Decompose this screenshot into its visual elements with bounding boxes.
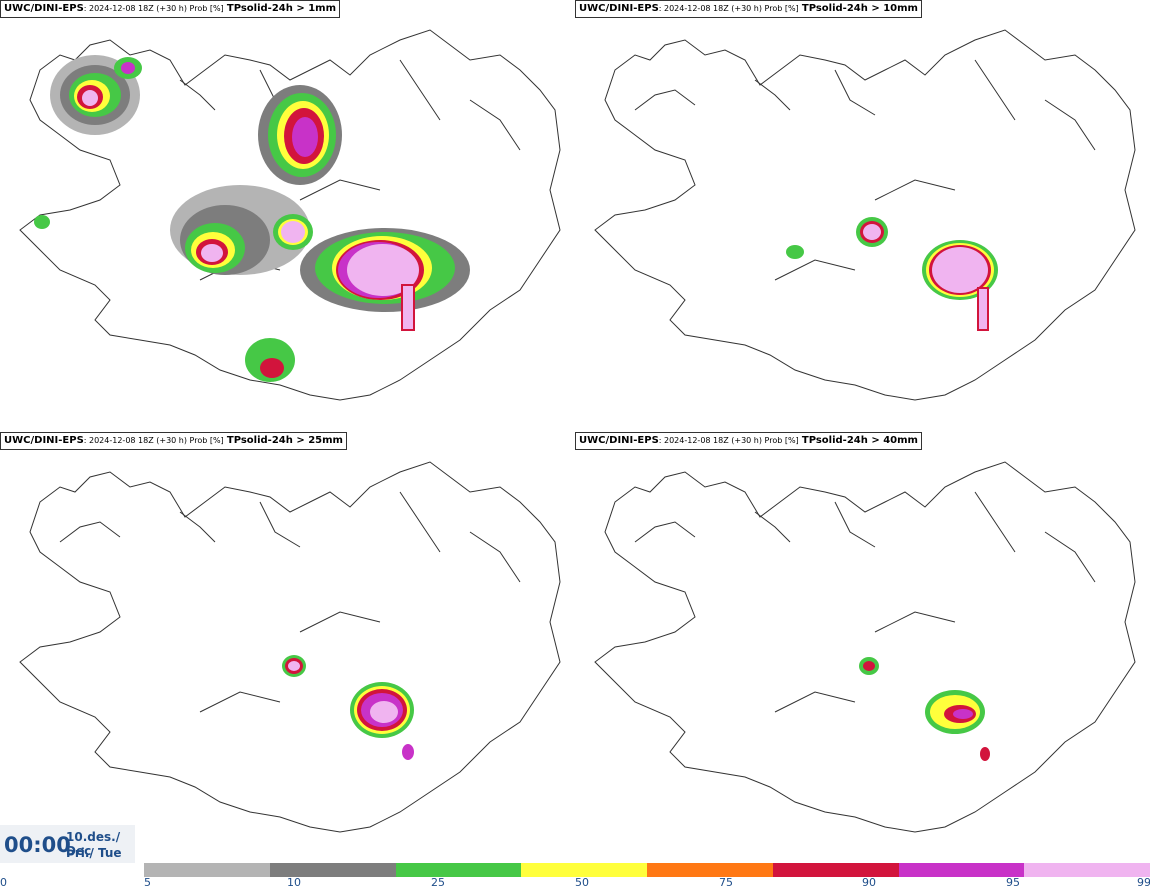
iceland-map: [594, 461, 1136, 833]
panel-title: UWC/DINI-EPS: 2024-12-08 18Z (+30 h) Pro…: [575, 0, 922, 18]
panel-title: UWC/DINI-EPS: 2024-12-08 18Z (+30 h) Pro…: [0, 0, 341, 18]
colorbar-segment: [395, 863, 522, 877]
iceland-map: [19, 29, 561, 401]
colorbar-tick-label: 0: [0, 876, 7, 889]
precip-shading: [859, 657, 990, 761]
precip-shading: [282, 655, 414, 760]
valid-time-box: 00:00 10.des./ Dec Þri./ Tue: [0, 825, 135, 863]
map-panel-40mm: UWC/DINI-EPS: 2024-12-08 18Z (+30 h) Pro…: [575, 432, 1150, 862]
colorbar-segment: [772, 863, 899, 877]
coastline: [594, 29, 1136, 401]
panel-title: UWC/DINI-EPS: 2024-12-08 18Z (+30 h) Pro…: [0, 432, 347, 450]
colorbar-tick-label: 5: [144, 876, 151, 889]
map-panel-1mm: UWC/DINI-EPS: 2024-12-08 18Z (+30 h) Pro…: [0, 0, 575, 430]
colorbar-tick-label: 90: [862, 876, 876, 889]
iceland-map: [19, 461, 561, 833]
colorbar-segment: [898, 863, 1025, 877]
coastline: [594, 461, 1136, 833]
valid-time-clock: 00:00: [4, 833, 71, 857]
colorbar-segment: [144, 863, 270, 877]
colorbar-segment: [1024, 863, 1150, 877]
colorbar: [144, 863, 1150, 877]
map-panel-25mm: UWC/DINI-EPS: 2024-12-08 18Z (+30 h) Pro…: [0, 432, 575, 862]
map-panel-10mm: UWC/DINI-EPS: 2024-12-08 18Z (+30 h) Pro…: [575, 0, 1150, 430]
valid-date: 10.des./ Dec: [66, 830, 121, 858]
colorbar-tick-label: 75: [719, 876, 733, 889]
colorbar-tick-label: 50: [575, 876, 589, 889]
colorbar-tick-label: 95: [1006, 876, 1020, 889]
colorbar-segment: [521, 863, 647, 877]
iceland-map: [594, 29, 1136, 401]
valid-weekday: Þri./ Tue: [66, 846, 122, 860]
precip-shading: [34, 55, 470, 382]
colorbar-segment: [269, 863, 396, 877]
panel-title: UWC/DINI-EPS: 2024-12-08 18Z (+30 h) Pro…: [575, 432, 922, 450]
colorbar-tick-label: 99: [1137, 876, 1150, 889]
colorbar-tick-label: 25: [431, 876, 445, 889]
precip-shading: [786, 217, 998, 331]
coastline: [19, 461, 561, 833]
colorbar-tick-label: 10: [287, 876, 301, 889]
colorbar-segment: [647, 863, 773, 877]
